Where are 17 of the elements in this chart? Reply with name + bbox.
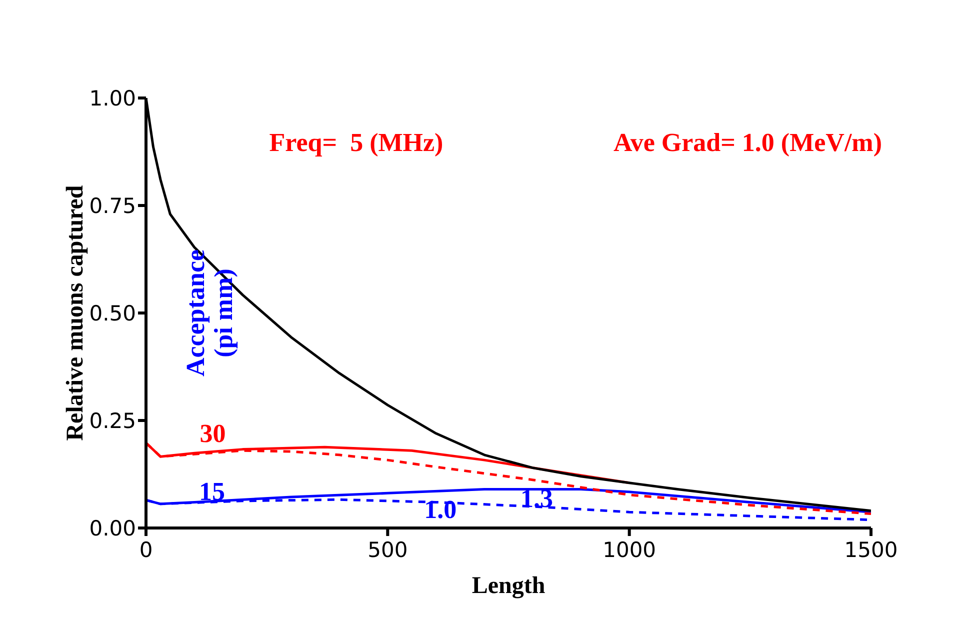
annotation: Freq= 5 (MHz) [269, 128, 444, 157]
y-tick-label: 0.75 [89, 194, 136, 218]
x-axis-title: Length [472, 573, 546, 599]
annotation: 15 [198, 477, 225, 506]
x-tick-label: 500 [368, 538, 408, 562]
y-tick-label: 0.00 [89, 516, 136, 540]
annotation: Ave Grad= 1.0 (MeV/m) [614, 128, 882, 157]
x-tick-label: 0 [139, 538, 153, 562]
x-tick-label: 1000 [602, 538, 656, 562]
y-tick-label: 0.50 [89, 301, 136, 326]
y-tick-label: 0.25 [89, 408, 136, 433]
x-tick-label: 1500 [844, 538, 898, 562]
y-axis-title: Relative muons captured [62, 184, 89, 441]
y-tick-label: 1.00 [89, 86, 136, 110]
legend-title: Acceptance (pi mm) [181, 249, 238, 377]
annotation: 1.0 [424, 495, 457, 524]
annotation: 30 [200, 419, 226, 448]
